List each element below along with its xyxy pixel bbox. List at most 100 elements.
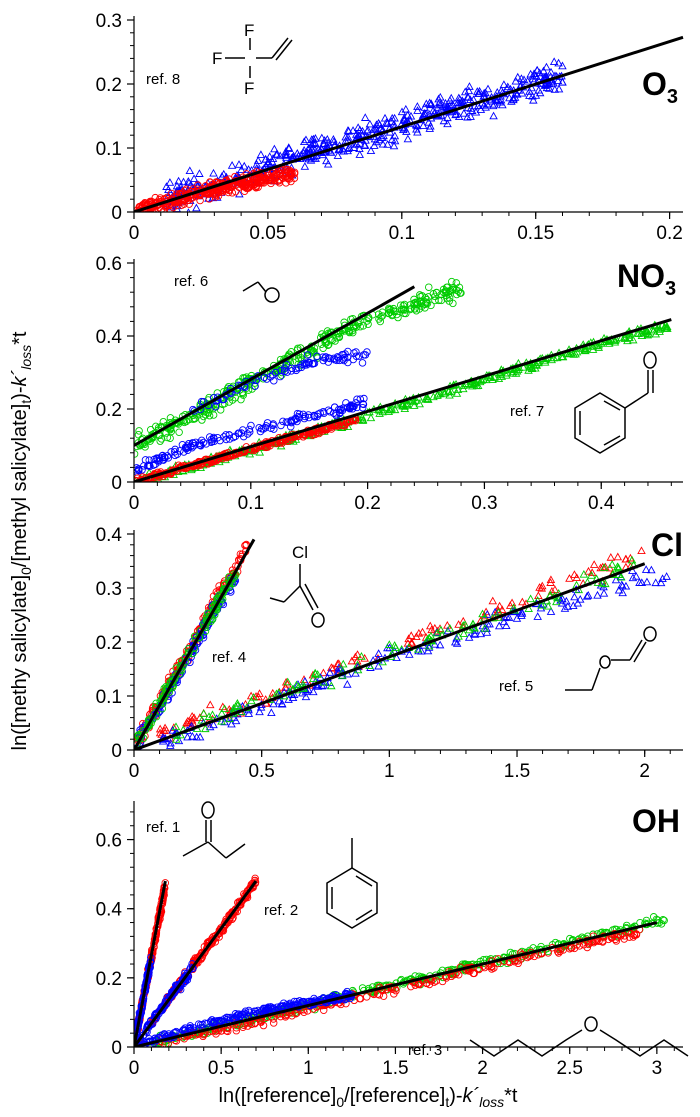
data-point [649,326,658,335]
data-point [464,633,474,641]
data-point [260,179,268,187]
data-point [494,608,503,616]
fit-line [134,921,658,1047]
data-point [414,628,424,637]
data-point [167,992,176,1001]
data-point [600,563,609,572]
data-point [497,372,507,380]
data-point [366,413,376,422]
fit-line [134,285,416,447]
panel-cl-overlay: Cl ref. 4 ref. 5 Cl [212,527,683,695]
data-point [617,580,627,589]
x-tick-label: 0 [129,761,140,782]
data-point [163,433,172,442]
data-point [352,139,361,148]
data-point [387,113,397,122]
data-point [263,1005,271,1013]
data-point [443,113,452,122]
data-point [575,594,585,603]
data-point [319,356,328,365]
x-tick-label: 1 [384,761,395,782]
data-point [307,140,316,149]
x-tick-label: 1.5 [382,1058,408,1079]
data-point [447,972,456,981]
data-point [546,607,556,615]
data-point [595,937,603,945]
data-point [526,69,535,78]
data-point [642,326,652,334]
data-point [441,287,450,295]
data-point [429,392,438,401]
data-point [135,427,143,435]
ref-label-2: ref. 2 [264,902,298,919]
data-point [345,327,353,336]
data-point [189,174,199,183]
data-point [445,390,454,399]
data-point [451,110,460,119]
x-tick-label: 3 [652,1058,663,1079]
data-point [166,993,175,1002]
data-point [281,147,291,155]
data-point [614,563,623,571]
data-point [471,107,481,116]
data-point [565,574,574,582]
species-label-cl-text: Cl [651,527,683,563]
data-point [183,442,192,450]
data-point [463,112,472,121]
data-point [219,186,228,195]
data-point [158,454,167,462]
scatter-points [134,540,671,750]
data-point [394,313,402,322]
data-point [301,692,311,701]
data-point [503,82,513,91]
data-point [239,391,248,399]
data-point [481,375,491,384]
data-point [224,1013,233,1022]
data-point [270,425,278,433]
data-point [525,87,534,95]
data-point [256,427,265,436]
data-point [486,96,496,105]
data-point [255,707,264,716]
data-point [266,173,274,182]
axis-title-part: *t [504,1085,518,1107]
data-point [246,182,255,190]
x-axis-title: ln([reference]0/[reference]t)-k´loss*t [219,1085,518,1110]
data-point [294,413,303,421]
data-point [161,453,169,462]
data-point [549,57,559,66]
x-tick-label: 0.4 [588,493,615,514]
data-point [269,1019,278,1027]
data-point [134,430,143,439]
x-tick-label: 2 [639,761,650,782]
data-point [390,136,400,145]
y-tick-label: 0.1 [96,687,122,708]
data-point [199,709,208,717]
data-point [656,578,666,587]
ref-label-5: ref. 5 [499,678,533,695]
data-point [651,578,660,587]
data-point [425,621,435,630]
data-point [425,980,434,989]
data-point [558,77,567,86]
data-point [587,568,597,576]
data-point [598,937,607,945]
data-point [281,367,289,376]
data-point [438,977,447,986]
axis-title-part: ] [9,404,31,410]
data-point [334,663,344,672]
y-tick-label: 0.2 [96,75,122,96]
data-point [194,181,202,189]
ethyl-formate-structure-icon [565,626,657,691]
data-point [427,625,436,634]
data-point [579,569,589,578]
data-point [342,419,351,428]
data-point [364,314,373,323]
data-point [610,337,620,346]
data-point [514,957,522,965]
data-point [573,598,583,607]
toluene-structure-icon [326,838,378,929]
data-point [209,168,218,177]
data-point [187,711,197,720]
data-point [309,138,318,147]
